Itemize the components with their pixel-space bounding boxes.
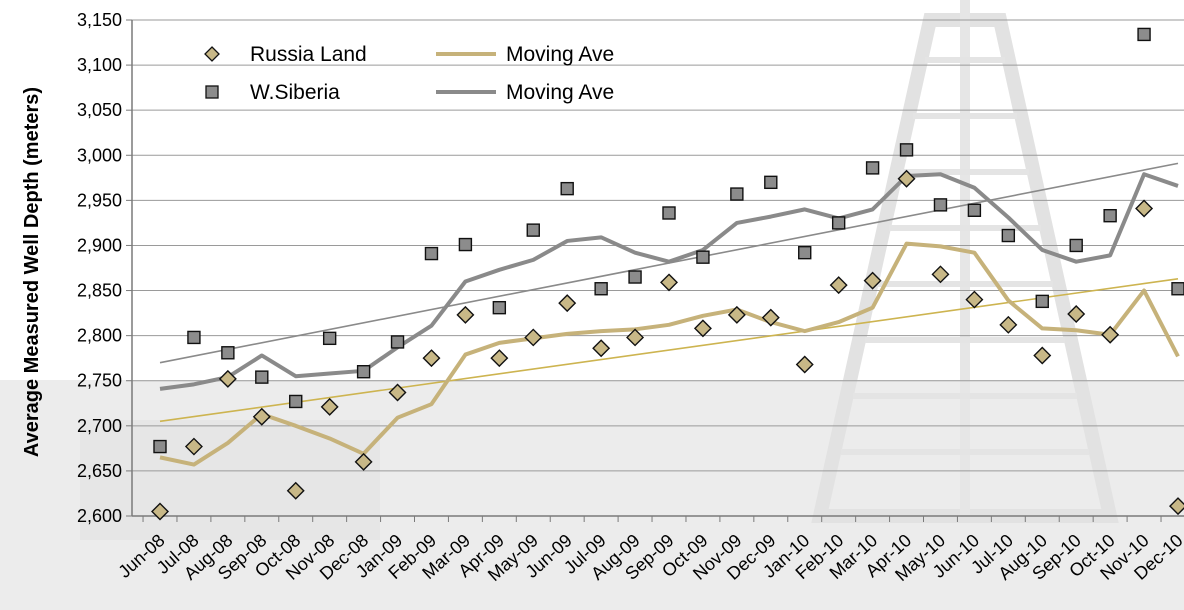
legend-label: Moving Ave [506,81,614,104]
legend-label: W.Siberia [250,81,340,104]
russia-land-marker [354,452,373,471]
wsiberia-marker [933,198,948,212]
russia-land-marker [524,328,543,347]
wsiberia-marker [899,143,914,157]
russia-land-marker [660,273,678,292]
wsiberia-marker [221,346,235,360]
wsiberia-marker [1137,27,1151,42]
russia-land-marker [693,319,712,338]
legend-diamond-icon [204,46,220,62]
wsiberia-marker [865,161,880,175]
y-tick-label: 2,800 [77,326,122,346]
y-tick-label: 3,050 [77,100,122,120]
russia-land-marker [999,315,1018,334]
wsiberia-marker [458,237,473,252]
wsiberia-marker [424,246,439,261]
wsiberia-marker [1035,294,1049,309]
wsiberia-marker [594,282,608,296]
moving-average-line [159,172,1179,391]
russia-land-marker [422,349,441,368]
y-tick-label: 3,150 [77,10,122,30]
wsiberia-marker [153,439,167,454]
moving-average-line [159,241,1180,467]
russia-land-marker [1101,325,1120,344]
y-tick-label: 2,650 [77,461,122,481]
russia-land-marker [252,407,271,426]
wsiberia-marker [764,175,778,190]
wsiberia-marker [730,187,744,201]
legend-label: Russia Land [250,43,367,66]
russia-land-marker [320,397,339,416]
wsiberia-marker [798,245,812,260]
legend-square-icon [205,85,219,99]
legend: Russia Land W.Siberia Moving Ave Moving Ave [204,43,614,104]
wsiberia-marker [390,335,405,349]
wsiberia-marker [1001,228,1016,243]
russia-land-marker [456,305,475,324]
wsiberia-marker [628,270,642,284]
wsiberia-marker [187,330,201,345]
y-tick-label: 2,600 [77,506,122,526]
russia-land-marker [761,308,780,327]
russia-land-marker [151,502,169,521]
russia-land-marker [795,355,814,374]
russia-land-marker [592,339,611,358]
y-tick-labels: 2,600 2,650 2,700 2,750 2,800 2,850 2,900 2,950… [77,10,122,526]
russia-land-marker [626,328,645,347]
wsiberia-marker [289,394,303,409]
russia-land-marker [1067,305,1086,323]
russia-land-marker [388,383,407,402]
wsiberia-marker [831,216,846,230]
russia-land-marker [727,305,746,324]
wsiberia-marker [967,203,982,217]
y-axis-title: Average Measured Well Depth (meters) [21,87,43,457]
russia-land-marker [1135,199,1154,218]
russia-land-marker [897,169,916,188]
y-tick-label: 2,850 [77,281,122,301]
wsiberia-marker [492,300,507,315]
legend-label: Moving Ave [506,43,614,66]
y-tick-label: 2,900 [77,235,122,255]
russia-land-marker [490,349,509,368]
wsiberia-marker [255,370,269,384]
russia-land-marker [863,271,882,290]
background-rig-base [80,420,380,540]
y-tick-label: 2,750 [77,371,122,391]
wsiberia-marker [560,181,574,196]
russia-land-marker [218,369,237,388]
russia-land-marker [558,294,577,313]
russia-land-marker [1169,497,1184,516]
russia-land-marker [184,437,203,456]
axes [126,19,1184,522]
wsiberia-marker [356,365,371,379]
russia-land-marker [286,481,305,500]
y-tick-label: 3,100 [77,55,122,75]
y-tick-label: 2,700 [77,416,122,436]
wsiberia-marker [322,331,337,346]
russia-land-marker [965,290,984,309]
wsiberia-marker [1069,238,1083,253]
y-tick-label: 3,000 [77,145,122,165]
wsiberia-marker [526,223,540,237]
russia-land-marker [829,276,848,295]
russia-land-marker [1033,346,1052,365]
moving-average-lines [159,172,1180,467]
wsiberia-marker [1171,282,1184,296]
wsiberia-marker [662,206,676,220]
russia-land-marker [931,265,950,284]
wsiberia-marker [1103,208,1117,223]
y-tick-label: 2,950 [77,190,122,210]
data-markers [151,27,1184,521]
wsiberia-marker [696,250,710,264]
